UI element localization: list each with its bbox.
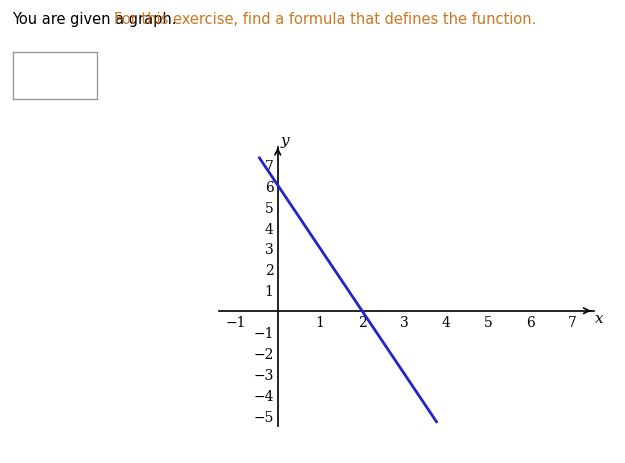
Text: For this exercise, find a formula that defines the function.: For this exercise, find a formula that d… [114, 12, 537, 26]
Text: y: y [281, 134, 289, 148]
Text: x: x [594, 312, 603, 325]
Text: You are given a graph.: You are given a graph. [12, 12, 182, 26]
